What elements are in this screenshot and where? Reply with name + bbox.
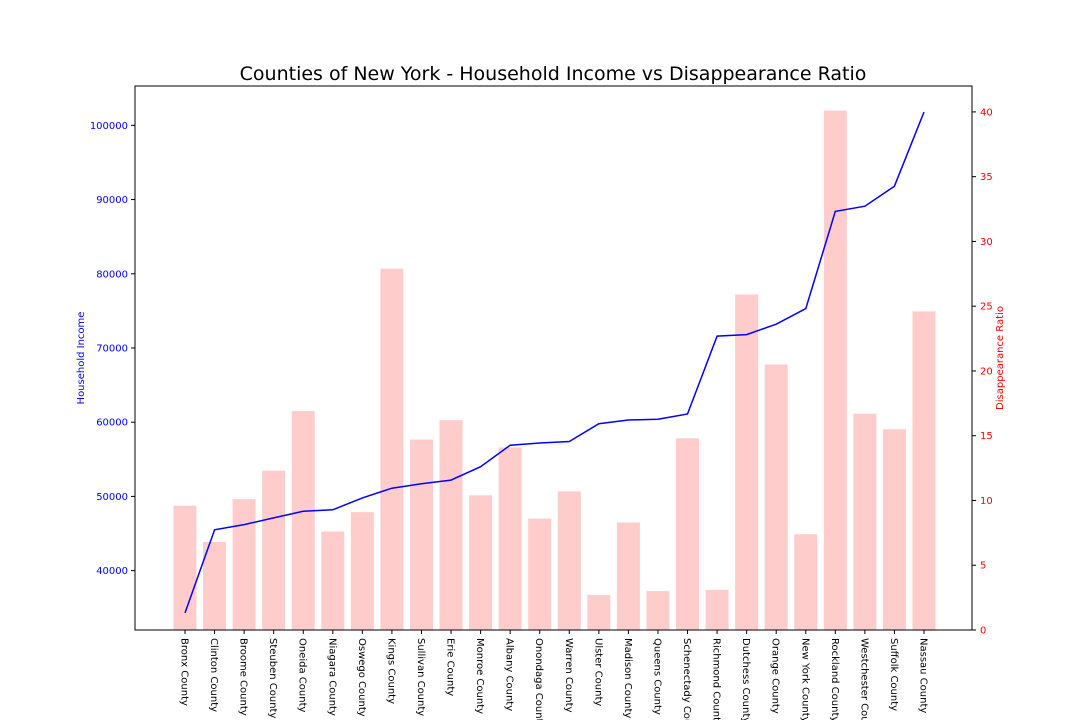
x-tick-label: Ulster County	[592, 638, 603, 706]
x-tick-label: Kings County	[385, 638, 396, 704]
y-tick-label-right: 25	[980, 302, 993, 313]
x-tick-label: Suffolk County	[888, 638, 899, 711]
bar	[321, 531, 345, 630]
x-tick-label: Schenectady County	[681, 638, 692, 720]
bar	[291, 411, 315, 630]
x-tick-label: Oneida County	[297, 638, 308, 712]
x-tick-label: Erie County	[445, 638, 456, 696]
x-tick-label: Queens County	[651, 638, 662, 715]
x-axis: Bronx County Clinton County Broome County S…	[179, 630, 929, 720]
x-tick-label: Madison County	[622, 638, 633, 718]
y-tick-label-left: 90000	[96, 195, 128, 206]
x-tick-label: Richmond County	[711, 638, 722, 720]
bar	[853, 413, 877, 630]
x-tick-label: Sullivan County	[415, 638, 426, 716]
y-tick-label-right: 40	[980, 107, 993, 118]
bar	[528, 518, 552, 630]
y-tick-label-left: 60000	[96, 418, 128, 429]
bar	[705, 589, 729, 630]
x-tick-label: Albany County	[504, 638, 515, 711]
bar	[262, 470, 286, 630]
bars-layer	[173, 110, 936, 631]
bar	[764, 364, 788, 630]
bar	[203, 541, 227, 630]
bar	[616, 522, 640, 630]
bar	[232, 499, 256, 630]
y-tick-label-left: 50000	[96, 492, 128, 503]
x-tick-label: Steuben County	[267, 638, 278, 718]
x-tick-label: Bronx County	[179, 638, 190, 706]
y-tick-label-right: 35	[980, 172, 993, 183]
bar	[350, 512, 374, 630]
bar	[823, 110, 847, 631]
x-tick-label: Monroe County	[474, 638, 485, 714]
y-tick-label-left: 40000	[96, 566, 128, 577]
bar	[735, 294, 759, 630]
x-tick-label: New York County	[799, 638, 810, 720]
x-tick-label: Dutchess County	[740, 638, 751, 720]
x-tick-label: Orange County	[770, 638, 781, 714]
x-tick-label: Broome County	[238, 638, 249, 716]
y-tick-label-right: 5	[980, 561, 986, 572]
bar	[882, 429, 906, 630]
bar	[794, 534, 818, 630]
line-layer	[184, 111, 925, 614]
y-tick-label-right: 0	[980, 626, 986, 637]
bar	[469, 495, 493, 630]
bar	[557, 491, 581, 630]
y-tick-label-right: 30	[980, 237, 993, 248]
x-tick-label: Warren County	[563, 638, 574, 713]
income-line	[184, 111, 925, 614]
bar	[587, 595, 611, 630]
y-tick-label-right: 15	[980, 431, 993, 442]
y-tick-label-left: 100000	[90, 121, 128, 132]
y-axis-label-left: Household Income	[76, 312, 87, 405]
y-tick-label-left: 80000	[96, 269, 128, 280]
x-tick-label: Clinton County	[208, 638, 219, 712]
y-tick-label-right: 20	[980, 366, 993, 377]
x-tick-label: Rockland County	[829, 638, 840, 720]
bar	[912, 311, 936, 630]
y-axis-label-right: Disappearance Ratio	[995, 306, 1006, 410]
x-tick-label: Nassau County	[918, 638, 929, 713]
x-tick-label: Oswego County	[356, 638, 367, 717]
y-tick-label-right: 10	[980, 496, 993, 507]
x-tick-label: Westchester County	[858, 638, 869, 720]
bar	[380, 268, 404, 630]
bar	[498, 447, 522, 630]
left-axis: 40000 50000 60000 70000 80000 90000 100000	[90, 121, 135, 577]
x-tick-label: Onondaga County	[533, 638, 544, 720]
bar	[676, 438, 700, 630]
y-tick-label-left: 70000	[96, 343, 128, 354]
bar	[439, 420, 463, 630]
bar	[409, 439, 433, 630]
chart-title: Counties of New York - Household Income …	[240, 63, 867, 85]
plot-frame	[134, 85, 973, 631]
right-axis: 0 5 10 15 20 25 30 35 40	[972, 107, 993, 637]
bar	[646, 591, 670, 630]
x-tick-label: Niagara County	[326, 638, 337, 716]
